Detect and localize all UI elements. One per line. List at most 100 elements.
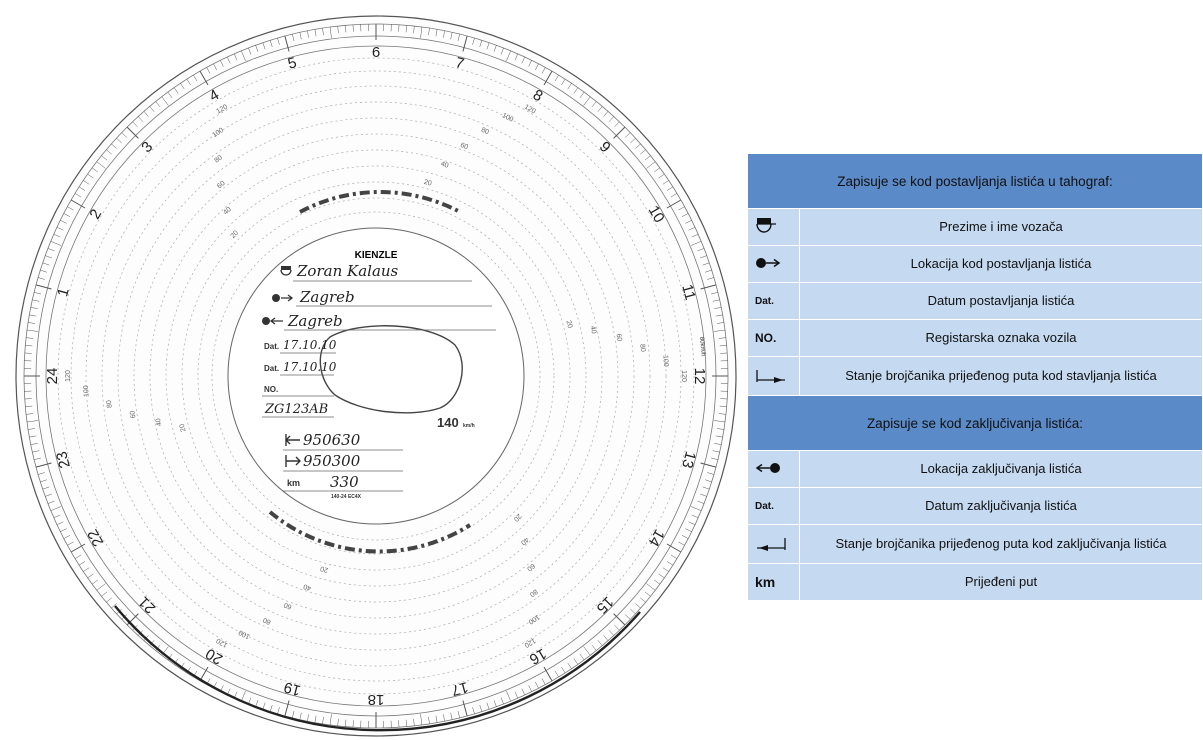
legend-row: km Prijeđeni put	[747, 563, 1203, 601]
legend-symbol-text: Dat.	[747, 487, 800, 525]
hour-label: 14	[645, 526, 668, 549]
time-tick	[718, 337, 726, 339]
time-tick	[702, 486, 710, 490]
legend-symbol-cell	[747, 356, 800, 396]
time-tick	[450, 32, 453, 40]
time-tick	[685, 528, 692, 532]
speed-ring-label: 20	[564, 320, 573, 329]
dial-ring	[85, 85, 667, 667]
time-tick	[691, 234, 699, 238]
time-tick	[635, 143, 641, 149]
time-tick	[614, 121, 620, 127]
time-tick	[143, 111, 149, 117]
time-tick	[106, 149, 112, 155]
speed-ring-label: 120	[215, 104, 229, 116]
time-tick	[670, 193, 678, 198]
time-tick	[640, 597, 646, 603]
dial-ring	[197, 197, 555, 555]
date-start-value: 17.10.10	[283, 338, 337, 352]
driver-icon	[756, 217, 776, 233]
tachograph-disc: 24 1 2 3 4 5 6 7 8 9 10 11 12 13 14 15 16 17 18 19 20 21 22 23 …	[15, 15, 737, 737]
driver-name-value: Zoran Kalaus	[296, 262, 399, 280]
time-tick	[155, 101, 161, 108]
time-tick	[262, 702, 266, 710]
time-tick	[712, 299, 720, 302]
speed-ring-label: 80	[106, 400, 114, 409]
time-tick	[67, 206, 74, 211]
legend-row: Stanje brojčanika prijeđenog puta kod st…	[747, 356, 1203, 396]
time-tick	[608, 116, 614, 122]
time-tick	[234, 53, 238, 61]
time-tick	[443, 30, 445, 38]
time-tick	[227, 56, 231, 64]
time-tick	[83, 567, 90, 572]
time-tick	[87, 573, 94, 579]
time-tick	[292, 711, 295, 718]
hour-label: 12	[691, 368, 708, 385]
speed-ring-label: 100	[501, 112, 515, 124]
speed-ring-label: 60	[525, 562, 536, 572]
time-tick	[173, 87, 179, 94]
time-tick	[345, 719, 347, 727]
legend-label: Lokacija zaključivanja listića	[799, 450, 1203, 488]
time-tick	[199, 666, 209, 682]
time-tick	[630, 608, 636, 614]
time-tick	[26, 420, 38, 423]
time-tick	[704, 269, 712, 273]
time-tick	[255, 700, 259, 707]
time-tick	[74, 554, 82, 559]
dial-ring	[57, 57, 695, 695]
time-tick	[654, 579, 661, 585]
time-tick	[277, 707, 280, 715]
time-tick	[697, 500, 705, 504]
time-tick	[161, 96, 169, 106]
time-tick	[40, 479, 48, 483]
time-tick	[579, 654, 585, 661]
time-tick	[714, 307, 722, 309]
time-tick	[506, 690, 511, 702]
location-start-value: Zagreb	[299, 288, 355, 306]
time-tick	[40, 269, 48, 273]
speed-ring-label: 60	[615, 333, 623, 342]
time-tick	[486, 702, 490, 710]
legend-label: Prezime i ime vozača	[799, 208, 1203, 246]
driver-icon-body	[280, 269, 292, 276]
time-tick	[329, 26, 332, 38]
time-tick	[78, 186, 86, 191]
time-tick	[702, 262, 710, 266]
date-start-label: Dat.	[264, 342, 279, 351]
legend-label: Stanje brojčanika prijeđenog puta kod st…	[799, 356, 1203, 396]
time-tick	[47, 248, 55, 252]
time-tick	[500, 47, 504, 55]
legend-symbol-cell	[747, 245, 800, 283]
time-tick	[28, 428, 36, 430]
legend-symbol-cell	[747, 208, 800, 246]
legend-label: Datum zaključivanja listića	[799, 487, 1203, 525]
time-tick	[707, 277, 715, 280]
registration-label: NO.	[264, 385, 278, 394]
time-tick	[614, 625, 620, 631]
time-tick	[707, 472, 715, 475]
time-tick	[241, 690, 246, 702]
time-tick	[284, 35, 290, 52]
time-tick	[597, 106, 603, 112]
time-tick	[462, 35, 468, 52]
time-tick	[666, 186, 674, 191]
time-tick	[691, 514, 699, 518]
time-tick	[700, 284, 717, 290]
legend-row: Prezime i ime vozača	[747, 208, 1203, 246]
time-tick	[678, 206, 685, 211]
speed-ring-labels: 20 40 60 80 100 120 20 40 60 80 100 120 20 40 60 80 100 1…	[65, 104, 687, 649]
speed-ring-label: 40	[589, 325, 597, 334]
location-end-field: Zagreb	[262, 312, 496, 331]
odometer-start-field: 950300	[283, 452, 403, 472]
legend-header-end: Zapisuje se kod zaključivanja listića:	[747, 395, 1203, 451]
time-tick	[56, 521, 64, 525]
speed-ring-label: 100	[238, 628, 252, 640]
time-tick	[688, 521, 696, 525]
location-end-icon	[262, 317, 270, 325]
time-tick	[715, 314, 723, 317]
time-tick	[180, 83, 185, 90]
time-tick	[420, 26, 423, 38]
driver-icon	[281, 266, 291, 270]
